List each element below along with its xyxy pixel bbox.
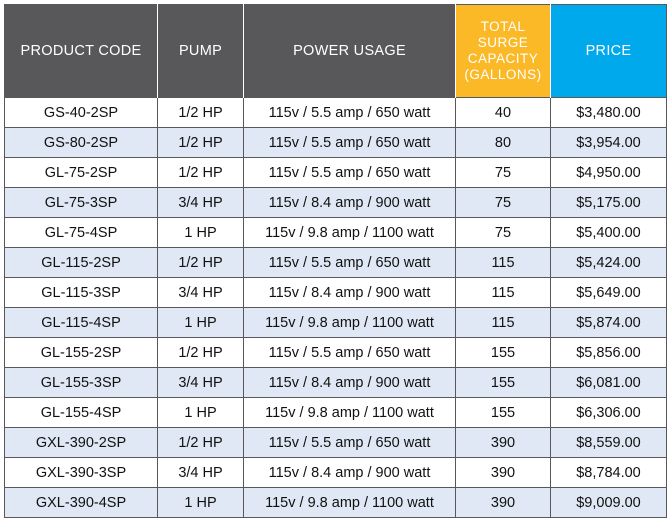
cell-price: $5,400.00 [550, 217, 667, 248]
cell-power-usage: 115v / 5.5 amp / 650 watt [243, 127, 456, 158]
table-header: PRODUCT CODE PUMP POWER USAGE TOTAL SURG… [4, 4, 667, 98]
cell-surge-capacity: 75 [455, 217, 551, 248]
cell-price: $5,874.00 [550, 307, 667, 338]
cell-pump: 1 HP [157, 217, 244, 248]
cell-surge-capacity: 155 [455, 367, 551, 398]
header-surge-line2: SURGE [477, 35, 529, 50]
cell-product-code: GXL-390-3SP [4, 457, 158, 488]
price-table-container: PRODUCT CODE PUMP POWER USAGE TOTAL SURG… [4, 4, 667, 521]
header-row: PRODUCT CODE PUMP POWER USAGE TOTAL SURG… [4, 4, 667, 98]
table-body: GS-40-2SP 1/2 HP 115v / 5.5 amp / 650 watt… [4, 97, 667, 518]
cell-pump: 1 HP [157, 307, 244, 338]
table-row: GL-75-4SP 1 HP 115v / 9.8 amp / 1100 watt 7… [4, 217, 667, 248]
cell-surge-capacity: 115 [455, 307, 551, 338]
cell-price: $6,306.00 [550, 397, 667, 428]
cell-power-usage: 115v / 5.5 amp / 650 watt [243, 157, 456, 188]
cell-price: $6,081.00 [550, 367, 667, 398]
cell-product-code: GS-80-2SP [4, 127, 158, 158]
cell-price: $8,784.00 [550, 457, 667, 488]
table-row: GS-40-2SP 1/2 HP 115v / 5.5 amp / 650 watt… [4, 97, 667, 128]
cell-product-code: GXL-390-2SP [4, 427, 158, 458]
cell-surge-capacity: 115 [455, 277, 551, 308]
table-row: GXL-390-4SP 1 HP 115v / 9.8 amp / 1100 wat… [4, 487, 667, 518]
cell-surge-capacity: 75 [455, 157, 551, 188]
cell-price: $4,950.00 [550, 157, 667, 188]
table-row: GXL-390-3SP 3/4 HP 115v / 8.4 amp / 900 wa… [4, 457, 667, 488]
cell-product-code: GL-155-2SP [4, 337, 158, 368]
cell-product-code: GL-75-4SP [4, 217, 158, 248]
cell-power-usage: 115v / 5.5 amp / 650 watt [243, 97, 456, 128]
table-row: GXL-390-2SP 1/2 HP 115v / 5.5 amp / 650 wa… [4, 427, 667, 458]
cell-pump: 1/2 HP [157, 427, 244, 458]
header-surge-line1: TOTAL [480, 19, 526, 34]
cell-power-usage: 115v / 8.4 amp / 900 watt [243, 277, 456, 308]
cell-price: $3,954.00 [550, 127, 667, 158]
cell-surge-capacity: 155 [455, 397, 551, 428]
cell-pump: 1 HP [157, 397, 244, 428]
cell-power-usage: 115v / 5.5 amp / 650 watt [243, 427, 456, 458]
price-table: PRODUCT CODE PUMP POWER USAGE TOTAL SURG… [4, 4, 667, 518]
cell-surge-capacity: 40 [455, 97, 551, 128]
cell-power-usage: 115v / 5.5 amp / 650 watt [243, 337, 456, 368]
cell-power-usage: 115v / 9.8 amp / 1100 watt [243, 487, 456, 518]
cell-product-code: GL-115-3SP [4, 277, 158, 308]
cell-pump: 1/2 HP [157, 337, 244, 368]
header-product-code: PRODUCT CODE [4, 4, 158, 98]
cell-price: $5,856.00 [550, 337, 667, 368]
cell-power-usage: 115v / 9.8 amp / 1100 watt [243, 307, 456, 338]
cell-power-usage: 115v / 9.8 amp / 1100 watt [243, 217, 456, 248]
cell-pump: 3/4 HP [157, 277, 244, 308]
table-row: GL-155-3SP 3/4 HP 115v / 8.4 amp / 900 wat… [4, 367, 667, 398]
cell-power-usage: 115v / 9.8 amp / 1100 watt [243, 397, 456, 428]
cell-price: $9,009.00 [550, 487, 667, 518]
cell-product-code: GL-155-4SP [4, 397, 158, 428]
cell-product-code: GXL-390-4SP [4, 487, 158, 518]
cell-product-code: GL-115-4SP [4, 307, 158, 338]
cell-power-usage: 115v / 5.5 amp / 650 watt [243, 247, 456, 278]
cell-surge-capacity: 80 [455, 127, 551, 158]
header-surge-line4: (GALLONS) [464, 67, 542, 82]
table-row: GL-115-2SP 1/2 HP 115v / 5.5 amp / 650 wat… [4, 247, 667, 278]
cell-price: $3,480.00 [550, 97, 667, 128]
cell-price: $5,649.00 [550, 277, 667, 308]
table-row: GL-75-2SP 1/2 HP 115v / 5.5 amp / 650 watt… [4, 157, 667, 188]
cell-product-code: GS-40-2SP [4, 97, 158, 128]
header-surge-capacity: TOTAL SURGE CAPACITY (GALLONS) [455, 4, 551, 98]
cell-pump: 1/2 HP [157, 157, 244, 188]
cell-surge-capacity: 155 [455, 337, 551, 368]
cell-pump: 1/2 HP [157, 127, 244, 158]
table-row: GS-80-2SP 1/2 HP 115v / 5.5 amp / 650 watt… [4, 127, 667, 158]
cell-product-code: GL-75-2SP [4, 157, 158, 188]
cell-power-usage: 115v / 8.4 amp / 900 watt [243, 187, 456, 218]
cell-price: $8,559.00 [550, 427, 667, 458]
cell-surge-capacity: 390 [455, 427, 551, 458]
header-price: PRICE [550, 4, 667, 98]
table-row: GL-75-3SP 3/4 HP 115v / 8.4 amp / 900 watt… [4, 187, 667, 218]
table-row: GL-155-4SP 1 HP 115v / 9.8 amp / 1100 watt… [4, 397, 667, 428]
cell-surge-capacity: 75 [455, 187, 551, 218]
header-pump: PUMP [157, 4, 244, 98]
cell-pump: 3/4 HP [157, 187, 244, 218]
cell-surge-capacity: 390 [455, 487, 551, 518]
cell-power-usage: 115v / 8.4 amp / 900 watt [243, 457, 456, 488]
cell-product-code: GL-155-3SP [4, 367, 158, 398]
cell-pump: 1 HP [157, 487, 244, 518]
cell-pump: 1/2 HP [157, 247, 244, 278]
cell-pump: 3/4 HP [157, 367, 244, 398]
table-row: GL-155-2SP 1/2 HP 115v / 5.5 amp / 650 wat… [4, 337, 667, 368]
cell-price: $5,175.00 [550, 187, 667, 218]
cell-product-code: GL-75-3SP [4, 187, 158, 218]
table-row: GL-115-3SP 3/4 HP 115v / 8.4 amp / 900 wat… [4, 277, 667, 308]
cell-product-code: GL-115-2SP [4, 247, 158, 278]
cell-pump: 3/4 HP [157, 457, 244, 488]
cell-surge-capacity: 115 [455, 247, 551, 278]
cell-pump: 1/2 HP [157, 97, 244, 128]
cell-power-usage: 115v / 8.4 amp / 900 watt [243, 367, 456, 398]
table-row: GL-115-4SP 1 HP 115v / 9.8 amp / 1100 watt… [4, 307, 667, 338]
header-surge-line3: CAPACITY [467, 51, 539, 66]
cell-surge-capacity: 390 [455, 457, 551, 488]
cell-price: $5,424.00 [550, 247, 667, 278]
header-power-usage: POWER USAGE [243, 4, 456, 98]
